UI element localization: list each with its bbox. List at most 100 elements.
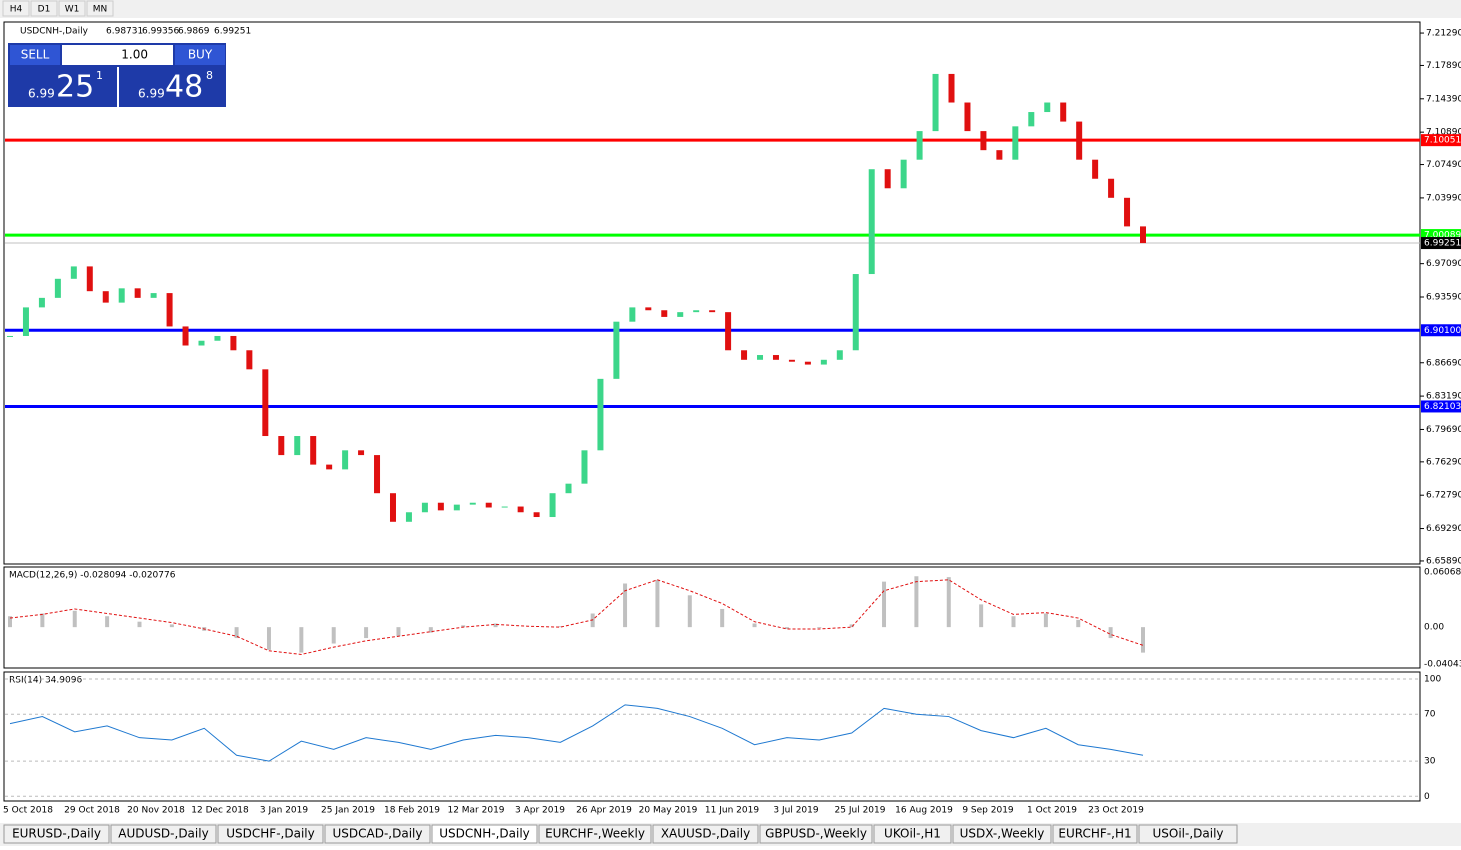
- x-tick-label: 3 Apr 2019: [515, 806, 565, 816]
- symbol-tab[interactable]: [952, 824, 1052, 844]
- candle-body: [166, 293, 173, 327]
- candle-body: [757, 355, 764, 360]
- symbol-tab[interactable]: [1138, 824, 1238, 844]
- symbol-tab[interactable]: [652, 824, 759, 844]
- candle-body: [645, 307, 652, 311]
- symbol-tab[interactable]: [217, 824, 324, 844]
- symbol-tab[interactable]: [873, 824, 952, 844]
- x-tick-label: 12 Mar 2019: [447, 806, 504, 816]
- candle-body: [453, 504, 460, 511]
- candle-body: [70, 266, 77, 279]
- symbol-tab-label: USDX-,Weekly: [960, 827, 1045, 841]
- macd-signal: [9, 579, 1144, 655]
- y-tick-label: 7.10890: [1426, 128, 1461, 138]
- symbol-tab-label: XAUUSD-,Daily: [661, 827, 750, 841]
- y-tick-label: 6.69290: [1426, 524, 1461, 534]
- x-tick-label: 23 Oct 2019: [1088, 806, 1144, 816]
- candle-body: [836, 350, 843, 360]
- quote-value: 6.99356: [142, 27, 179, 37]
- candle-body: [278, 436, 285, 456]
- candle-body: [996, 150, 1003, 160]
- buy-label: BUY: [188, 48, 213, 62]
- candle-body: [54, 278, 61, 298]
- timeframe-label: W1: [65, 5, 80, 15]
- symbol-tab[interactable]: [324, 824, 431, 844]
- candle-body: [980, 131, 987, 151]
- candle-body: [501, 506, 508, 508]
- candle-body: [948, 73, 955, 103]
- symbol-tab-label: USDCHF-,Daily: [226, 827, 314, 841]
- candle-body: [22, 307, 29, 336]
- lot-input[interactable]: [62, 45, 173, 65]
- symbol-tab[interactable]: [759, 824, 873, 844]
- candle-body: [421, 502, 428, 513]
- symbol-tab[interactable]: [431, 824, 538, 844]
- candle-body: [1060, 102, 1067, 122]
- sell-frac: 1: [96, 69, 103, 82]
- timeframe-button[interactable]: [86, 0, 114, 17]
- candle-body: [868, 169, 875, 275]
- candle-body: [581, 450, 588, 484]
- candle-body: [597, 378, 604, 451]
- y-tick-label: 6.93590: [1426, 293, 1461, 303]
- rsi-tick-label: 30: [1424, 757, 1436, 767]
- candle-body: [884, 169, 891, 189]
- symbol-tab[interactable]: [1052, 824, 1138, 844]
- macd-title: MACD(12,26,9) -0.028094 -0.020776: [9, 571, 176, 581]
- symbol-tab-label: EURCHF-,Weekly: [545, 827, 645, 841]
- symbol-tab[interactable]: [3, 824, 110, 844]
- current-label: 6.99251: [1424, 239, 1461, 249]
- candle-body: [7, 335, 13, 337]
- candle-body: [405, 512, 412, 522]
- timeframe-button[interactable]: [30, 0, 58, 17]
- buy-pips: 48: [165, 70, 203, 105]
- candle-body: [820, 359, 827, 365]
- timeframe-button[interactable]: [2, 0, 30, 17]
- y-tick-label: 7.17890: [1426, 61, 1461, 71]
- candle-body: [214, 335, 221, 341]
- x-tick-label: 26 Apr 2019: [576, 806, 632, 816]
- toolbar: [0, 0, 1461, 18]
- rsi-tick-label: 0: [1424, 792, 1430, 802]
- candle-body: [964, 102, 971, 132]
- x-tick-label: 11 Jun 2019: [705, 806, 759, 816]
- candle-body: [326, 464, 333, 470]
- candle-body: [246, 350, 253, 370]
- sell-button[interactable]: [10, 45, 60, 65]
- rsi-line: [9, 704, 1144, 762]
- chart-title: USDCNH-,Daily: [20, 27, 89, 37]
- x-tick-label: 16 Aug 2019: [895, 806, 953, 816]
- buy-button[interactable]: [175, 45, 225, 65]
- x-tick-label: 20 Nov 2018: [127, 806, 185, 816]
- x-tick-label: 25 Jan 2019: [321, 806, 375, 816]
- quote-value: 6.98731: [106, 27, 143, 37]
- symbol-tab[interactable]: [538, 824, 652, 844]
- candle-body: [709, 310, 716, 313]
- y-tick-label: 6.72790: [1426, 491, 1461, 501]
- x-tick-label: 25 Jul 2019: [835, 806, 886, 816]
- candle-body: [693, 310, 700, 313]
- candle-body: [437, 502, 444, 511]
- candle-body: [741, 350, 748, 360]
- candle-body: [469, 502, 476, 505]
- candle-body: [772, 355, 779, 360]
- x-tick-label: 9 Sep 2019: [962, 806, 1014, 816]
- level-label: 6.82103: [1424, 402, 1461, 412]
- y-tick-label: 6.97090: [1426, 259, 1461, 269]
- y-tick-label: 6.86690: [1426, 358, 1461, 368]
- candle-body: [661, 310, 668, 317]
- x-tick-label: 29 Oct 2018: [64, 806, 120, 816]
- y-tick-label: 6.83190: [1426, 392, 1461, 402]
- timeframe-button[interactable]: [58, 0, 86, 17]
- candle-body: [102, 291, 109, 303]
- symbol-tab[interactable]: [110, 824, 217, 844]
- level-tag: [1421, 134, 1461, 147]
- candle-body: [38, 297, 45, 308]
- candle-body: [629, 307, 636, 322]
- macd-tick-label: 0.060687: [1424, 567, 1461, 577]
- candle-body: [150, 293, 157, 298]
- sell-pips: 25: [56, 70, 94, 105]
- candle-body: [613, 321, 620, 379]
